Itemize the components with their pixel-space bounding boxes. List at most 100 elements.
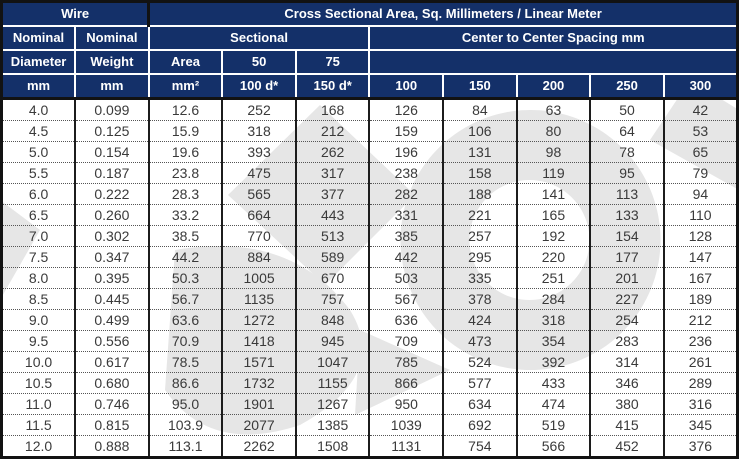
table-cell: 1272 (221, 308, 297, 331)
table-cell: 42 (662, 96, 739, 122)
table-cell: 50 (589, 96, 665, 122)
table-cell: 86.6 (147, 371, 224, 394)
table-cell: 11.5 (0, 413, 77, 436)
table-cell: 0.445 (74, 287, 150, 310)
table-cell: 565 (221, 183, 297, 206)
table-cell: 567 (368, 287, 445, 310)
table-header: Wire Cross Sectional Area, Sq. Millimete… (0, 0, 739, 100)
table-cell: 577 (442, 371, 518, 394)
table-cell: 950 (368, 392, 445, 415)
table-cell: 346 (589, 371, 665, 394)
table-cell: 473 (442, 329, 518, 352)
table-cell: 262 (294, 141, 371, 164)
table-cell: 189 (662, 287, 739, 310)
table-row: 9.0 0.499 63.6 1272 848 636 424 318 254 212 (0, 308, 739, 331)
header-spacing-150: 150 (442, 73, 518, 100)
table-cell: 0.888 (74, 434, 150, 459)
table-cell: 70.9 (147, 329, 224, 352)
table-cell: 53 (662, 120, 739, 143)
table-cell: 1385 (294, 413, 371, 436)
table-cell: 385 (368, 225, 445, 248)
table-cell: 1047 (294, 350, 371, 373)
table-cell: 84 (442, 96, 518, 122)
table-cell: 2262 (221, 434, 297, 459)
table-cell: 318 (221, 120, 297, 143)
table-cell: 289 (662, 371, 739, 394)
table-cell: 2077 (221, 413, 297, 436)
table-cell: 757 (294, 287, 371, 310)
table-row: 6.5 0.260 33.2 664 443 331 221 165 133 110 (0, 204, 739, 227)
header-center-to-center-spacing: Center to Center Spacing mm (368, 25, 739, 51)
table-cell: 282 (368, 183, 445, 206)
table-cell: 80 (515, 120, 592, 143)
table-cell: 257 (442, 225, 518, 248)
table-cell: 866 (368, 371, 445, 394)
table-cell: 335 (442, 266, 518, 289)
table-cell: 1418 (221, 329, 297, 352)
header-weight: Weight (74, 49, 150, 75)
table-cell: 392 (515, 350, 592, 373)
table-cell: 159 (368, 120, 445, 143)
table-cell: 28.3 (147, 183, 224, 206)
table-cell: 128 (662, 225, 739, 248)
table-cell: 103.9 (147, 413, 224, 436)
header-row-3: Diameter Weight Area 50 75 (0, 49, 739, 75)
header-nominal-weight: Nominal (74, 25, 150, 51)
table-cell: 0.347 (74, 246, 150, 268)
table-cell: 227 (589, 287, 665, 310)
table-cell: 221 (442, 204, 518, 227)
table-row: 10.0 0.617 78.5 1571 1047 785 524 392 314 261 (0, 350, 739, 373)
table-cell: 415 (589, 413, 665, 436)
table-cell: 1039 (368, 413, 445, 436)
table-cell: 7.5 (0, 246, 77, 268)
table-cell: 119 (515, 162, 592, 185)
table-cell: 1155 (294, 371, 371, 394)
table-cell: 131 (442, 141, 518, 164)
table-cell: 33.2 (147, 204, 224, 227)
table-cell: 98 (515, 141, 592, 164)
table-cell: 1508 (294, 434, 371, 459)
table-cell: 23.8 (147, 162, 224, 185)
table-row: 9.5 0.556 70.9 1418 945 709 473 354 283 236 (0, 329, 739, 352)
table-cell: 377 (294, 183, 371, 206)
table-cell: 424 (442, 308, 518, 331)
table-cell: 6.0 (0, 183, 77, 206)
table-cell: 295 (442, 246, 518, 268)
table-cell: 354 (515, 329, 592, 352)
table-cell: 63 (515, 96, 592, 122)
header-75: 75 (294, 49, 371, 75)
table-cell: 0.260 (74, 204, 150, 227)
table-cell: 261 (662, 350, 739, 373)
table-cell: 566 (515, 434, 592, 459)
table-row: 8.5 0.445 56.7 1135 757 567 378 284 227 189 (0, 287, 739, 310)
table-cell: 378 (442, 287, 518, 310)
table-row: 11.0 0.746 95.0 1901 1267 950 634 474 380 316 (0, 392, 739, 415)
table-cell: 4.0 (0, 96, 77, 122)
table-cell: 251 (515, 266, 592, 289)
table-cell: 12.6 (147, 96, 224, 122)
table-cell: 634 (442, 392, 518, 415)
table-row: 7.0 0.302 38.5 770 513 385 257 192 154 128 (0, 225, 739, 248)
table-cell: 9.0 (0, 308, 77, 331)
header-100d: 100 d* (221, 73, 297, 100)
table-cell: 331 (368, 204, 445, 227)
table-cell: 589 (294, 246, 371, 268)
table-cell: 252 (221, 96, 297, 122)
table-cell: 212 (662, 308, 739, 331)
header-area: Area (147, 49, 224, 75)
table-cell: 393 (221, 141, 297, 164)
table-row: 5.0 0.154 19.6 393 262 196 131 98 78 65 (0, 141, 739, 164)
table-cell: 0.125 (74, 120, 150, 143)
table-row: 6.0 0.222 28.3 565 377 282 188 141 113 94 (0, 183, 739, 206)
table-cell: 452 (589, 434, 665, 459)
table-cell: 754 (442, 434, 518, 459)
table-cell: 0.680 (74, 371, 150, 394)
table-cell: 5.0 (0, 141, 77, 164)
table-cell: 0.395 (74, 266, 150, 289)
table-cell: 12.0 (0, 434, 77, 459)
table-cell: 5.5 (0, 162, 77, 185)
table-cell: 65 (662, 141, 739, 164)
table-row: 11.5 0.815 103.9 2077 1385 1039 692 519 415 345 (0, 413, 739, 436)
